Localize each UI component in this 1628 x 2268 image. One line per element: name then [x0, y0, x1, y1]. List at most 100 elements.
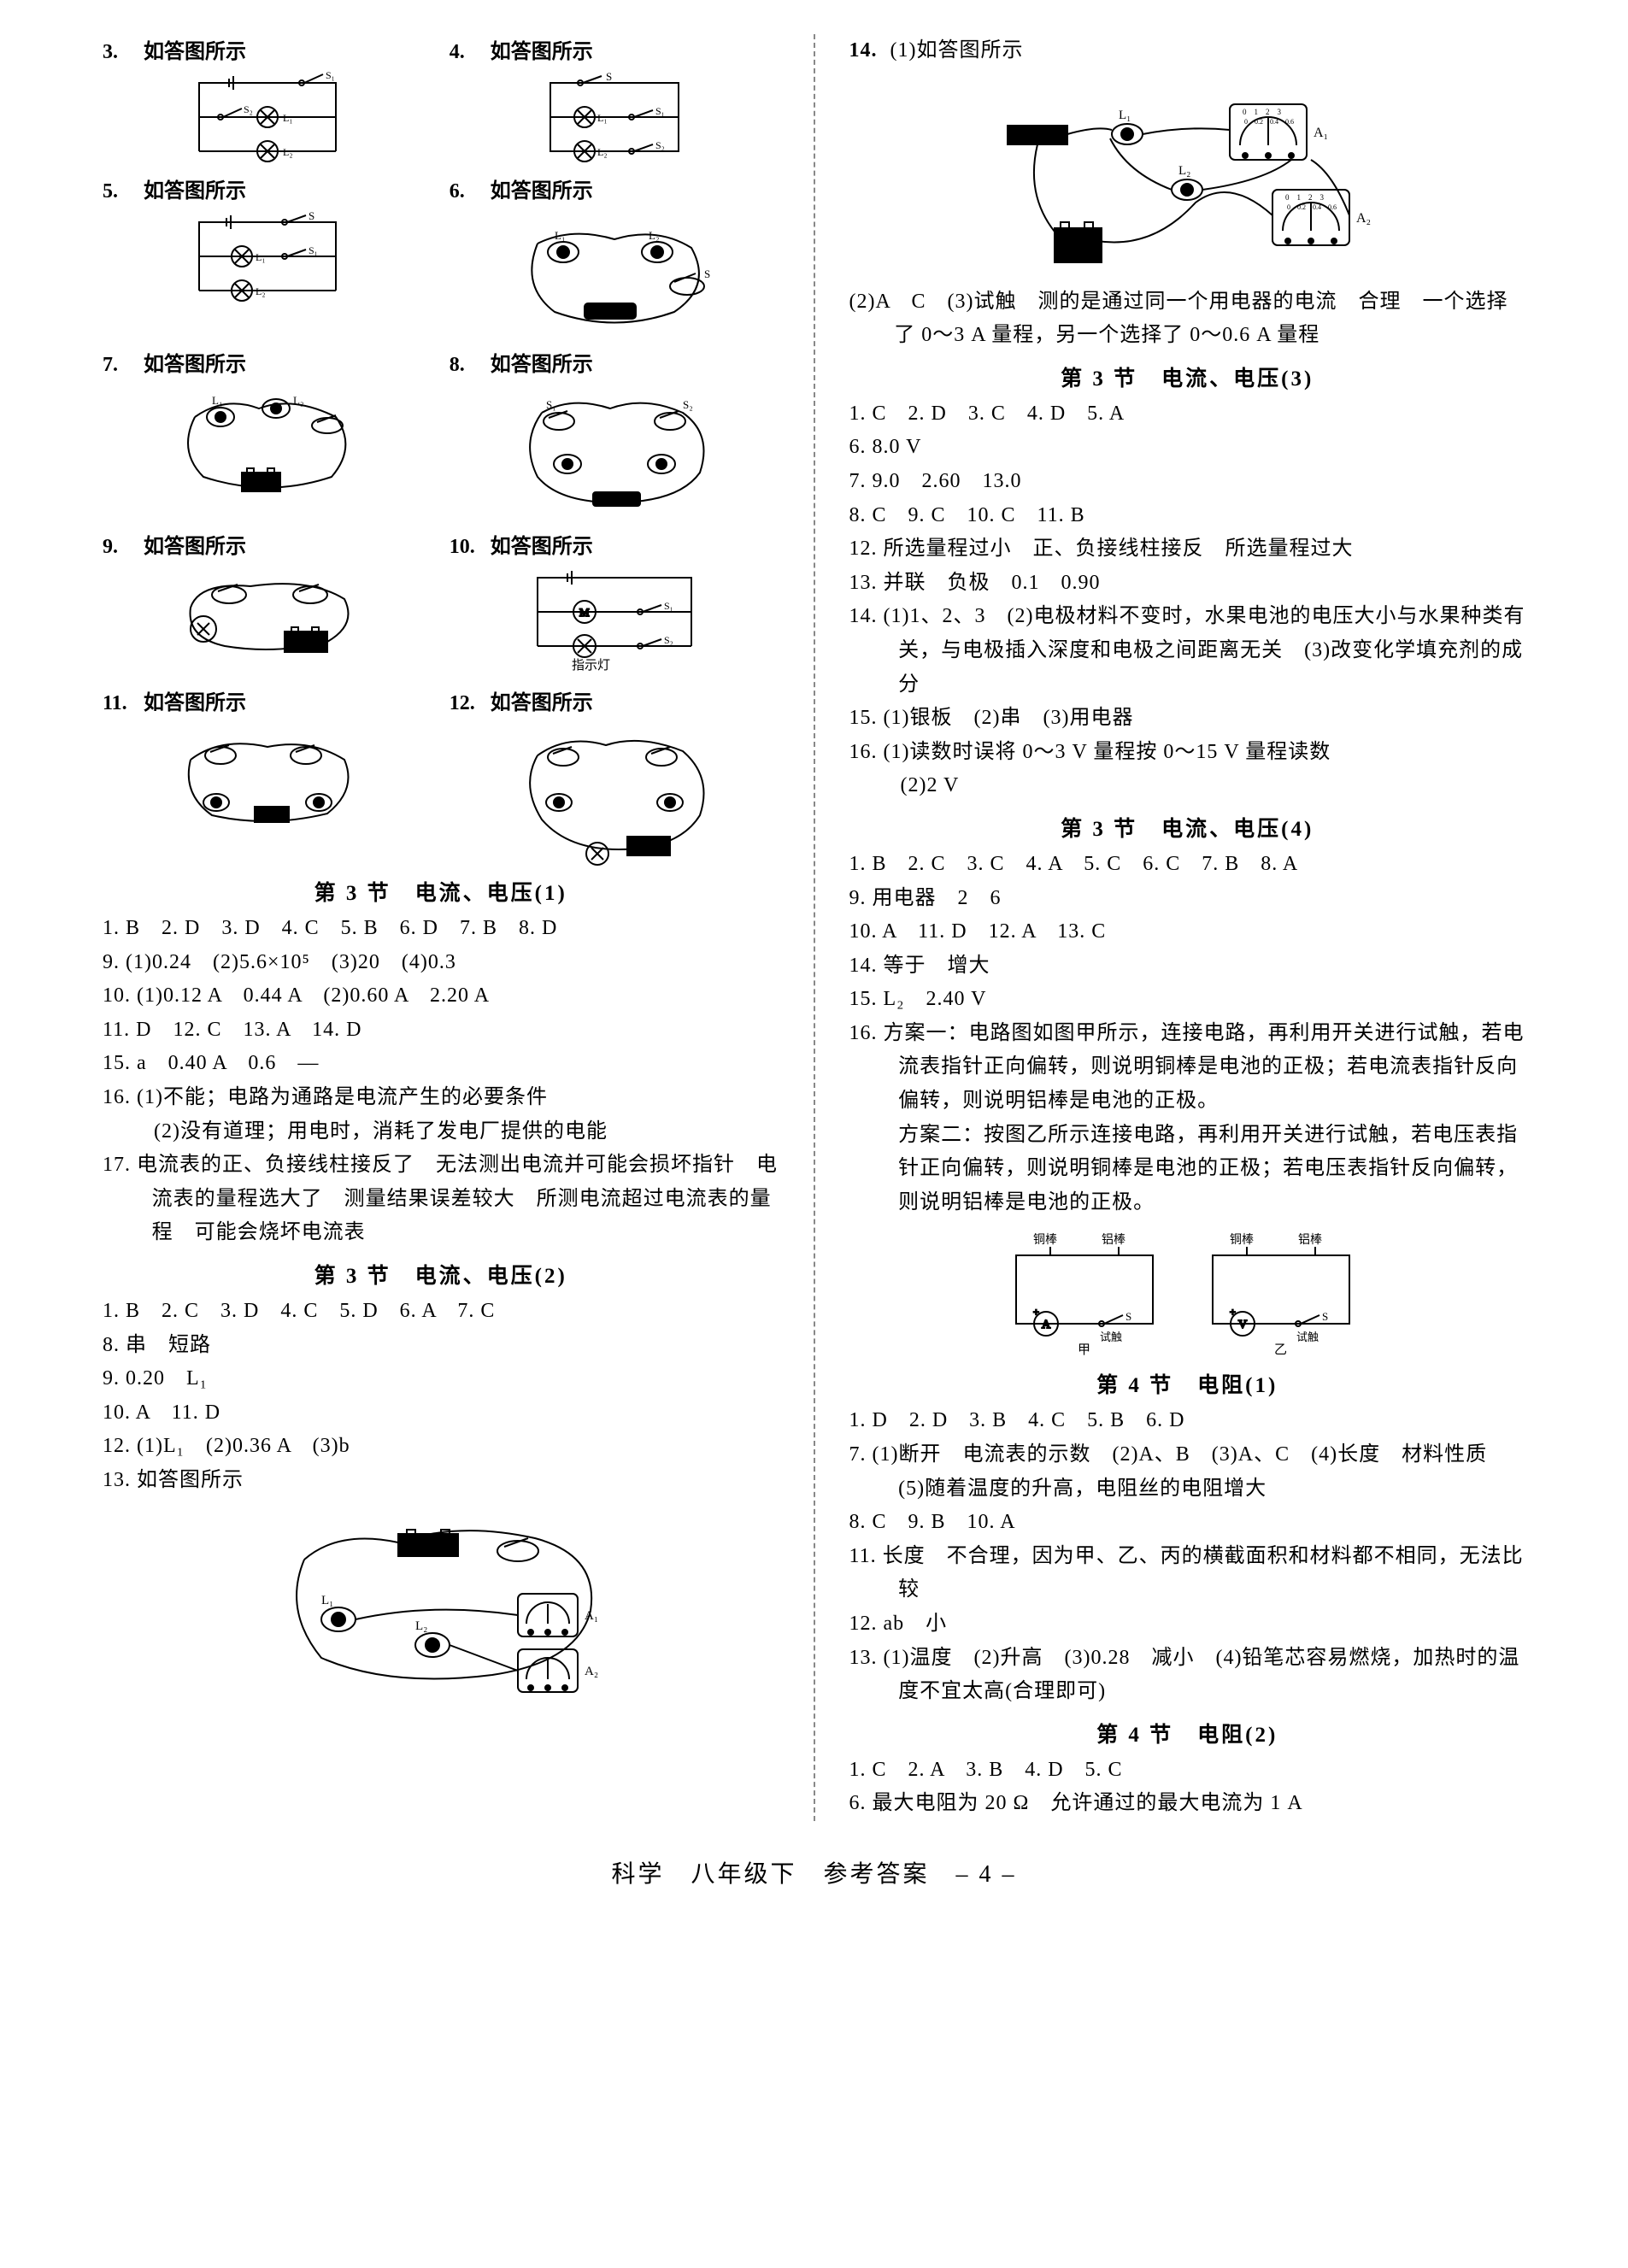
svg-text:S₁: S₁ — [664, 600, 673, 612]
svg-text:A₂: A₂ — [585, 1665, 598, 1678]
q-num: 5. — [103, 180, 144, 203]
svg-text:S: S — [1125, 1310, 1131, 1323]
section-heading: 第 4 节 电阻(2) — [849, 1718, 1526, 1748]
section-heading: 第 3 节 电流、电压(4) — [849, 812, 1526, 843]
svg-text:试触: 试触 — [1100, 1331, 1122, 1343]
svg-text:S₁: S₁ — [546, 398, 556, 411]
svg-text:铜棒: 铜棒 — [1033, 1233, 1057, 1247]
circuit-diagram-icon: L₁ L₂ S₁ S₂ — [103, 69, 432, 165]
section-heading: 第 4 节 电阻(1) — [849, 1368, 1526, 1399]
svg-text:L₁: L₁ — [1119, 109, 1131, 122]
q-num: 11. — [103, 692, 144, 715]
answer-line: 15. L₂ 2.40 V — [849, 983, 1526, 1017]
left-column: 3.如答图所示 L₁ L₂ — [103, 34, 779, 1821]
answer-line: (2)没有道理；用电时，消耗了发电厂提供的电能 — [103, 1115, 779, 1149]
svg-text:L₁: L₁ — [283, 112, 293, 124]
svg-text:S₂: S₂ — [664, 634, 673, 646]
answer-line: 15. a 0.40 A 0.6 — — [103, 1047, 779, 1081]
svg-text:L₂: L₂ — [256, 285, 266, 297]
svg-text:S₁: S₁ — [655, 105, 665, 117]
fig-caption: 如答图所示 — [144, 354, 246, 376]
svg-text:+: + — [1033, 1306, 1039, 1318]
answer-line: 8. 串 短路 — [103, 1329, 779, 1363]
fig-caption: 如答图所示 — [491, 180, 593, 203]
answer-line: 10. A 11. D 12. A 13. C — [849, 915, 1526, 949]
svg-text:L₁: L₁ — [256, 251, 266, 263]
answer-line: 10. (1)0.12 A 0.44 A (2)0.60 A 2.20 A — [103, 979, 779, 1014]
circuit-pictorial-icon: L₁ L₂ — [103, 382, 432, 503]
answer-line: 14.(1)如答图所示 — [849, 34, 1526, 68]
answer-line: 1. B 2. D 3. D 4. C 5. B 6. D 7. B 8. D — [103, 912, 779, 946]
svg-text:S: S — [606, 70, 612, 83]
page-body: 3.如答图所示 L₁ L₂ — [103, 34, 1525, 1821]
figure-pair: 7.如答图所示 L₁ L₂ — [103, 347, 779, 520]
figure-pair: 11.如答图所示 12.如答图所示 — [103, 685, 779, 867]
fig-caption: 如答图所示 — [491, 536, 593, 558]
svg-text:L₂: L₂ — [283, 146, 293, 158]
svg-text:+: + — [1230, 1306, 1236, 1318]
svg-text:S₂: S₂ — [655, 139, 665, 151]
fig-caption: 如答图所示 — [144, 180, 246, 203]
answer-line: 15. (1)银板 (2)串 (3)用电器 — [849, 702, 1526, 736]
svg-text:0 0.2 0.4 0.6: 0 0.2 0.4 0.6 — [1244, 118, 1294, 126]
answer-line: 13. 并联 负极 0.1 0.90 — [849, 567, 1526, 601]
svg-text:试触: 试触 — [1296, 1331, 1319, 1343]
figure-cell: 4.如答图所示 S S₁L₁ — [450, 34, 779, 165]
figure-pair: 3.如答图所示 L₁ L₂ — [103, 34, 779, 165]
svg-text:L₁: L₁ — [555, 229, 565, 242]
circuit-diagram-icon: S S₁L₁ S₂L₂ — [450, 69, 779, 165]
fig-caption: 如答图所示 — [144, 692, 246, 714]
answer-line: 9. (1)0.24 (2)5.6×10⁵ (3)20 (4)0.3 — [103, 946, 779, 980]
figure-cell: 6.如答图所示 L₁ L₂ S — [450, 173, 779, 338]
answer-line: 17. 电流表的正、负接线柱接反了 无法测出电流并可能会损坏指针 电流表的量程选… — [103, 1149, 779, 1250]
svg-text:0 0.2 0.4 0.6: 0 0.2 0.4 0.6 — [1287, 203, 1337, 211]
answer-line: 14. (1)1、2、3 (2)电极材料不变时，水果电池的电压大小与水果种类有关… — [849, 600, 1526, 702]
answer-line: 14. 等于 增大 — [849, 949, 1526, 984]
answer-line: 方案二：按图乙所示连接电路，再利用开关进行试触，若电压表指针正向偏转，则说明铜棒… — [849, 1119, 1526, 1220]
q-num: 6. — [450, 180, 491, 203]
svg-text:铝棒: 铝棒 — [1298, 1233, 1322, 1247]
figure-cell: 12.如答图所示 — [450, 685, 779, 867]
figure-cell: 9.如答图所示 — [103, 529, 432, 677]
svg-text:L₂: L₂ — [597, 146, 608, 158]
svg-text:L₂: L₂ — [293, 394, 303, 407]
svg-text:0 1 2 3: 0 1 2 3 — [1243, 108, 1282, 116]
answer-line: 11. D 12. C 13. A 14. D — [103, 1014, 779, 1048]
q-num: 4. — [450, 41, 491, 64]
page-footer: 科学 八年级下 参考答案 – 4 – — [103, 1855, 1525, 1889]
svg-text:S₂: S₂ — [683, 398, 693, 411]
svg-text:A₁: A₁ — [585, 1609, 598, 1623]
svg-text:铜棒: 铜棒 — [1230, 1233, 1254, 1247]
fig-caption: 如答图所示 — [491, 354, 593, 376]
svg-text:S₂: S₂ — [244, 103, 253, 115]
answer-line: 9. 0.20 L₁ — [103, 1362, 779, 1396]
figure-pair: 5.如答图所示 S L₁S₁ — [103, 173, 779, 338]
svg-text:L₂: L₂ — [415, 1619, 427, 1633]
right-column: 14.(1)如答图所示 — [849, 34, 1526, 1821]
fig-caption: 如答图所示 — [144, 41, 246, 63]
column-divider — [814, 34, 815, 1821]
svg-text:铝棒: 铝棒 — [1102, 1233, 1125, 1247]
svg-text:甲: 甲 — [1078, 1343, 1090, 1357]
circuit-pictorial-icon: S₁ S₂ — [450, 382, 779, 520]
section-heading: 第 3 节 电流、电压(3) — [849, 361, 1526, 392]
indicator-label: 指示灯 — [572, 658, 610, 673]
figure-cell: 3.如答图所示 L₁ L₂ — [103, 34, 432, 165]
answer-line: 8. C 9. B 10. A — [849, 1506, 1526, 1540]
circuit-pictorial-icon — [103, 720, 432, 833]
answer-line: 1. C 2. D 3. C 4. D 5. A — [849, 397, 1526, 432]
fig-caption: 如答图所示 — [491, 692, 593, 714]
svg-text:L₁: L₁ — [321, 1594, 333, 1607]
q-num: 14. — [849, 34, 890, 68]
svg-text:A: A — [1042, 1319, 1051, 1331]
answer-line: 7. (1)断开 电流表的示数 (2)A、B (3)A、C (4)长度 材料性质… — [849, 1438, 1526, 1506]
answer-line: 1. D 2. D 3. B 4. C 5. B 6. D — [849, 1404, 1526, 1438]
answer-line: 12. 所选量程过小 正、负接线柱接反 所选量程过大 — [849, 532, 1526, 567]
figure-cell: 11.如答图所示 — [103, 685, 432, 867]
figure-pair: 9.如答图所示 10.如答图所示 — [103, 529, 779, 677]
svg-text:S: S — [309, 209, 314, 222]
fig-caption: 如答图所示 — [491, 41, 593, 63]
answer-line: 7. 9.0 2.60 13.0 — [849, 465, 1526, 499]
answer-line: 9. 用电器 2 6 — [849, 882, 1526, 916]
svg-text:S₁: S₁ — [309, 244, 318, 256]
